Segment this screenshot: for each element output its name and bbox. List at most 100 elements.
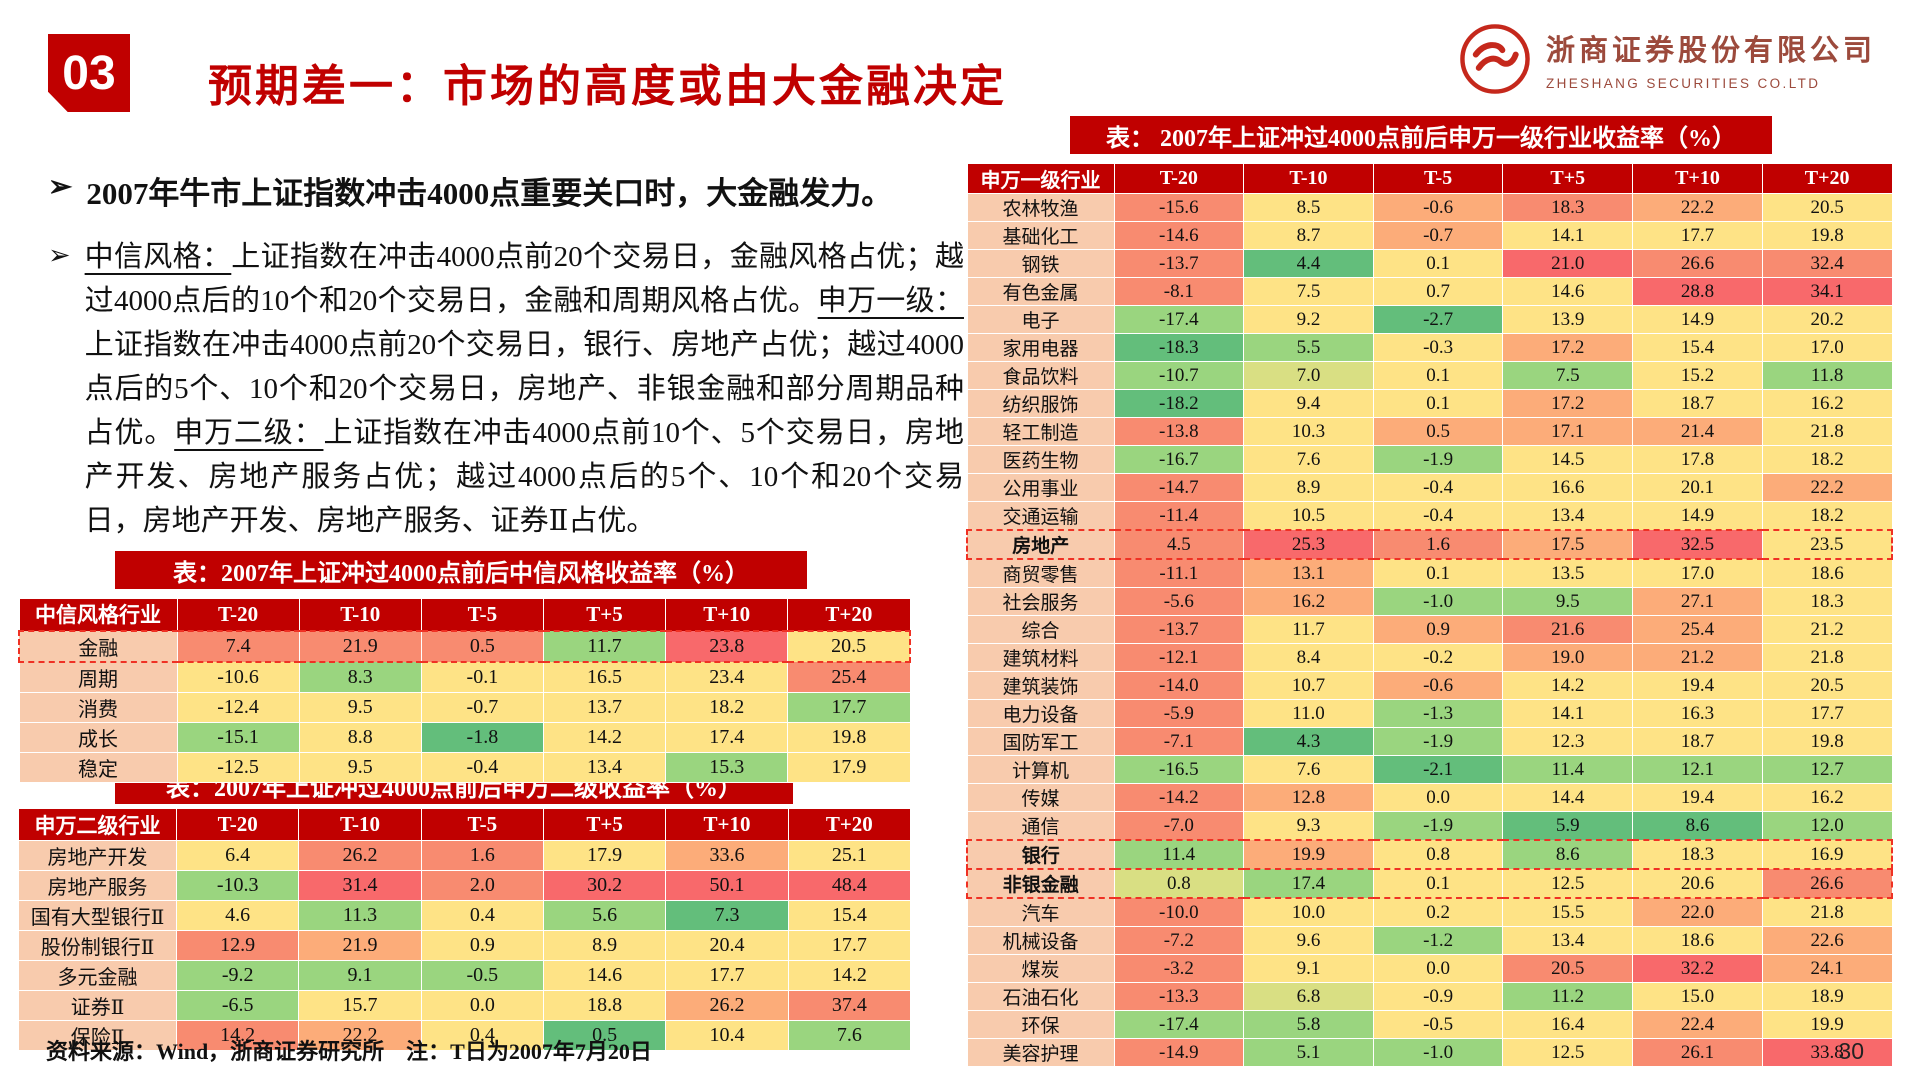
heatmap-cell: -7.0 bbox=[1113, 811, 1245, 841]
heatmap-cell: 0.1 bbox=[1372, 868, 1504, 899]
column-header: T-20 bbox=[175, 808, 300, 841]
heatmap-cell: -0.3 bbox=[1372, 333, 1504, 362]
table-row: 机械设备 -7.2 9.6 -1.2 13.4 18.6 22.6 bbox=[966, 926, 1893, 955]
table-row: 基础化工 -14.6 8.7 -0.7 14.1 17.7 19.8 bbox=[966, 221, 1893, 250]
bullet-arrow-icon: ➢ bbox=[48, 240, 71, 270]
heatmap-cell: 14.1 bbox=[1502, 699, 1634, 728]
table-row: 综合 -13.7 11.7 0.9 21.6 25.4 21.2 bbox=[966, 615, 1893, 644]
heatmap-cell: 10.5 bbox=[1243, 501, 1374, 531]
heatmap-cell: 24.1 bbox=[1761, 954, 1893, 983]
heatmap-cell: 0.8 bbox=[1372, 839, 1504, 870]
sw2-table: 申万二级行业 T-20 T-10 T-5 T+5 T+10 T+20 房地产开发 6.4 26.2… bbox=[18, 808, 912, 1051]
heatmap-cell: 5.8 bbox=[1243, 1010, 1374, 1039]
row-label-header: 申万二级行业 bbox=[18, 808, 177, 841]
heatmap-cell: 10.3 bbox=[1243, 417, 1374, 446]
heatmap-cell: 50.1 bbox=[665, 870, 789, 901]
column-header: T+5 bbox=[542, 598, 667, 631]
heatmap-cell: 11.8 bbox=[1761, 361, 1893, 390]
heatmap-cell: 25.4 bbox=[787, 661, 911, 693]
row-label: 基础化工 bbox=[966, 221, 1115, 250]
sw-level1-heatmap: 申万一级行业 T-20 T-10 T-5 T+5 T+10 T+20 农林牧渔 -15.6 8.5… bbox=[966, 163, 1893, 1067]
row-label: 有色金属 bbox=[966, 277, 1115, 306]
table-title-citic-style: 表：2007年上证冲过4000点前后中信风格收益率（%） bbox=[115, 551, 807, 589]
row-label: 建筑装饰 bbox=[966, 671, 1115, 700]
heatmap-cell: 0.1 bbox=[1372, 249, 1504, 278]
heatmap-cell: 22.2 bbox=[298, 1020, 422, 1051]
heatmap-cell: 21.4 bbox=[1632, 417, 1763, 446]
table-row: 电力设备 -5.9 11.0 -1.3 14.1 16.3 17.7 bbox=[966, 699, 1893, 728]
heatmap-cell: 0.0 bbox=[1372, 783, 1504, 812]
heatmap-cell: -13.3 bbox=[1113, 982, 1245, 1011]
heatmap-cell: 17.7 bbox=[1761, 699, 1893, 728]
heatmap-cell: 10.0 bbox=[1243, 897, 1374, 927]
heatmap-cell: 17.7 bbox=[665, 960, 789, 991]
company-name-en: ZHESHANG SECURITIES CO.LTD bbox=[1545, 76, 1821, 91]
heatmap-cell: 17.1 bbox=[1502, 417, 1634, 446]
row-label: 稳定 bbox=[18, 751, 178, 783]
heatmap-cell: 16.5 bbox=[542, 661, 667, 693]
heatmap-cell: -1.3 bbox=[1372, 699, 1504, 728]
heatmap-cell: 18.7 bbox=[1632, 389, 1763, 418]
heatmap-cell: 15.2 bbox=[1632, 361, 1763, 390]
heatmap-cell: 23.5 bbox=[1761, 529, 1893, 560]
heatmap-cell: 26.6 bbox=[1632, 249, 1763, 278]
heatmap-cell: 11.4 bbox=[1113, 839, 1245, 870]
heatmap-cell: 25.4 bbox=[1632, 615, 1763, 644]
heatmap-cell: 7.4 bbox=[176, 629, 300, 663]
row-label: 多元金融 bbox=[18, 960, 177, 991]
heatmap-cell: 0.1 bbox=[1372, 389, 1504, 418]
heatmap-cell: 32.2 bbox=[1632, 954, 1763, 983]
heatmap-cell: 31.4 bbox=[298, 870, 422, 901]
bullet-list: ➢ 2007年牛市上证指数冲击4000点重要关口时，大金融发力。 ➢ 中信风格：上证指… bbox=[48, 168, 964, 566]
heatmap-cell: 15.4 bbox=[787, 900, 912, 931]
heatmap-cell: 21.8 bbox=[1761, 643, 1893, 672]
heatmap-cell: -18.2 bbox=[1113, 389, 1245, 418]
heatmap-cell: 26.2 bbox=[665, 990, 789, 1021]
row-label: 交通运输 bbox=[966, 501, 1115, 531]
column-header: T-5 bbox=[420, 598, 544, 631]
text-segment: 中信风格： bbox=[84, 241, 232, 273]
table-row: 股份制银行Ⅱ 12.9 21.9 0.9 8.9 20.4 17.7 bbox=[18, 930, 912, 961]
heatmap-cell: 16.2 bbox=[1761, 783, 1893, 812]
row-label: 综合 bbox=[966, 615, 1115, 644]
heatmap-cell: -17.4 bbox=[1113, 305, 1245, 334]
heatmap-cell: 6.8 bbox=[1243, 982, 1374, 1011]
heatmap-cell: 33.6 bbox=[665, 840, 789, 871]
table-row: 证券Ⅱ -6.5 15.7 0.0 18.8 26.2 37.4 bbox=[18, 990, 912, 1021]
heatmap-cell: 17.0 bbox=[1632, 558, 1763, 588]
heatmap-cell: 7.6 bbox=[1243, 445, 1374, 474]
heatmap-cell: 9.5 bbox=[1502, 587, 1634, 616]
text-segment: 申万一级： bbox=[817, 285, 964, 318]
heatmap-cell: 19.8 bbox=[1761, 221, 1893, 250]
row-label: 金融 bbox=[18, 629, 178, 663]
heatmap-cell: -7.2 bbox=[1113, 926, 1245, 955]
heatmap-cell: 7.3 bbox=[665, 900, 789, 931]
row-label: 成长 bbox=[18, 721, 178, 753]
heatmap-cell: 17.7 bbox=[787, 930, 912, 961]
heatmap-cell: 11.4 bbox=[1502, 755, 1634, 784]
row-label-header: 申万一级行业 bbox=[966, 163, 1115, 194]
text-segment: 上证指数在冲击4000点前20个交易日，银行、房地产占优；越过4000点后的5个… bbox=[84, 329, 964, 450]
heatmap-cell: 10.7 bbox=[1243, 671, 1374, 700]
heatmap-cell: 26.2 bbox=[298, 840, 422, 871]
heatmap-cell: 14.6 bbox=[1502, 277, 1634, 306]
heatmap-cell: 17.4 bbox=[1243, 868, 1374, 899]
heatmap-cell: -16.7 bbox=[1113, 445, 1245, 474]
heatmap-cell: 7.6 bbox=[787, 1020, 912, 1051]
heatmap-cell: 12.8 bbox=[1243, 783, 1374, 812]
heatmap-cell: -1.9 bbox=[1372, 727, 1504, 756]
heatmap-cell: -6.5 bbox=[175, 990, 300, 1021]
heatmap-cell: -7.1 bbox=[1113, 727, 1245, 756]
heatmap-cell: -18.3 bbox=[1113, 333, 1245, 362]
table-row: 金融 7.4 21.9 0.5 11.7 23.8 20.5 bbox=[18, 629, 912, 663]
text-segment: 2007年牛市上证指数冲击4000点重要关口时，大金融发力。 bbox=[86, 176, 893, 211]
heatmap-cell: -15.6 bbox=[1113, 193, 1245, 222]
row-label: 银行 bbox=[966, 839, 1115, 870]
heatmap-cell: 16.9 bbox=[1761, 839, 1893, 870]
table-row: 国有大型银行Ⅱ 4.6 11.3 0.4 5.6 7.3 15.4 bbox=[18, 900, 912, 931]
company-logo-icon bbox=[1460, 24, 1530, 94]
heatmap-cell: -12.5 bbox=[176, 751, 300, 783]
row-label: 公用事业 bbox=[966, 473, 1115, 502]
table-row: 商贸零售 -11.1 13.1 0.1 13.5 17.0 18.6 bbox=[966, 558, 1893, 588]
